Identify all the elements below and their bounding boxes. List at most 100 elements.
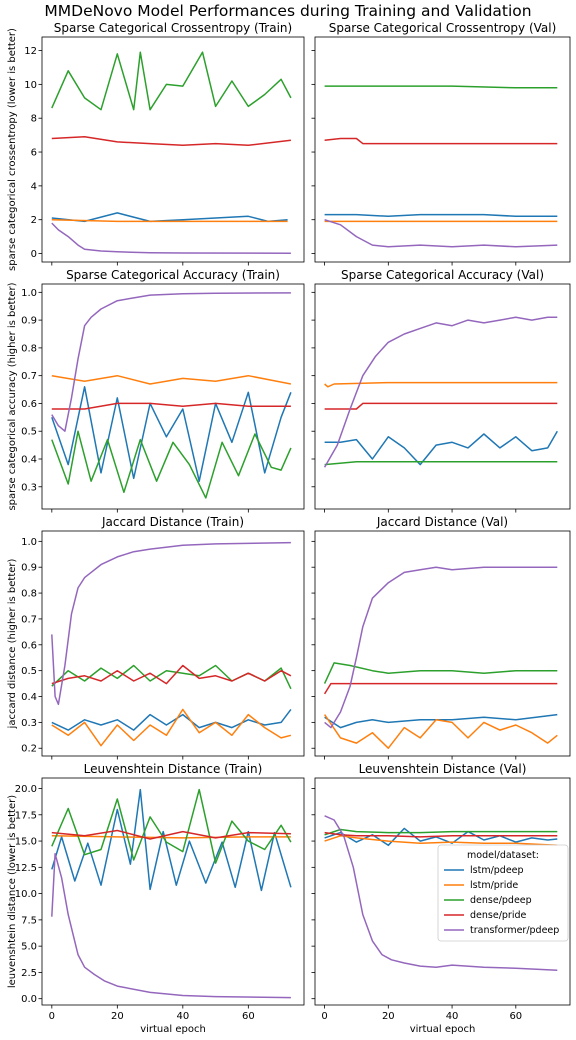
series-line-dense-pdeep	[324, 85, 558, 89]
y-tick-label: 10.0	[15, 889, 37, 900]
series-line-transformer-pdeep	[51, 541, 291, 706]
axes-frame	[314, 530, 571, 757]
y-tick-label: 0.9	[21, 563, 37, 574]
series-line-lstm-pride	[324, 381, 558, 388]
y-tick-label: 0.8	[21, 343, 37, 354]
series-line-lstm-pdeep	[51, 708, 292, 731]
x-tick-label: 40	[446, 1011, 459, 1022]
legend-entry-label: transformer/pdeep	[470, 925, 559, 936]
y-tick-label: 1.0	[21, 537, 37, 548]
y-tick-label: 10	[24, 80, 37, 91]
series-line-dense-pride	[324, 831, 558, 838]
y-tick-label: 2	[31, 215, 37, 226]
series-line-dense-pride	[324, 137, 558, 145]
series-line-lstm-pdeep	[324, 430, 558, 466]
subplot-title: Sparse Categorical Accuracy (Train)	[66, 268, 280, 282]
y-tick-label: 0	[31, 249, 37, 260]
legend-entry-label: lstm/pdeep	[470, 865, 524, 876]
x-tick-label: 20	[382, 1011, 395, 1022]
y-tick-label: 1.0	[21, 288, 37, 299]
axes-frame	[41, 36, 305, 263]
series-line-lstm-pdeep	[51, 212, 288, 223]
y-tick-label: 0.6	[21, 640, 37, 651]
series-line-lstm-pride	[324, 835, 558, 847]
x-axis-label: virtual epoch	[140, 1024, 206, 1035]
y-tick-label: 0.3	[21, 482, 37, 493]
series-line-lstm-pride	[51, 374, 292, 385]
y-tick-label: 7.5	[21, 915, 37, 926]
y-tick-label: 0.0	[21, 994, 37, 1005]
series-line-dense-pride	[51, 136, 291, 147]
series-line-transformer-pdeep	[324, 218, 558, 248]
y-axis-label: leuvenshtein distance (lower is better)	[7, 795, 18, 988]
series-line-lstm-pdeep	[324, 713, 558, 729]
series-line-dense-pdeep	[51, 788, 292, 864]
y-tick-label: 0.5	[21, 666, 37, 677]
y-tick-label: 0.2	[21, 744, 37, 755]
series-line-transformer-pdeep	[51, 852, 291, 999]
y-tick-label: 12.5	[15, 863, 37, 874]
series-line-dense-pdeep	[51, 430, 292, 499]
series-line-dense-pride	[51, 664, 292, 685]
y-tick-label: 0.7	[21, 614, 37, 625]
legend-entry-label: lstm/pride	[470, 880, 518, 891]
x-tick-label: 40	[176, 1011, 189, 1022]
subplot-6: Jaccard Distance (Val)	[311, 515, 571, 760]
y-tick-label: 17.5	[15, 810, 37, 821]
y-tick-label: 6	[31, 148, 37, 159]
axes-frame	[41, 530, 305, 757]
figure-title: MMDeNovo Model Performances during Train…	[44, 2, 531, 20]
series-line-dense-pdeep	[51, 51, 292, 111]
subplot-title: Jaccard Distance (Train)	[101, 515, 244, 529]
subplot-8: Leuvenshtein Distance (Val) 0 20 40 60 virtua…	[311, 762, 571, 1035]
x-tick-label: 0	[49, 1011, 55, 1022]
y-tick-label: 0.5	[21, 427, 37, 438]
axes-frame	[41, 777, 305, 1006]
y-tick-label: 12	[24, 46, 37, 57]
subplot-3: Sparse Categorical Accuracy (Train) 0.3 0.…	[7, 268, 305, 513]
y-tick-label: 0.3	[21, 718, 37, 729]
subplot-7: Leuvenshtein Distance (Train) 0 20 40 60 0.0 2…	[7, 762, 305, 1035]
y-tick-label: 0.8	[21, 589, 37, 600]
y-tick-label: 8	[31, 114, 37, 125]
series-line-transformer-pdeep	[324, 815, 558, 972]
series-line-dense-pdeep	[324, 828, 558, 836]
series-line-lstm-pdeep	[51, 386, 292, 482]
legend-box	[437, 844, 569, 942]
axes-frame	[314, 283, 571, 510]
series-line-lstm-pdeep	[51, 788, 292, 892]
series-line-dense-pride	[51, 829, 291, 840]
series-line-lstm-pride	[51, 708, 292, 747]
subplot-title: Sparse Categorical Crossentropy (Val)	[329, 21, 557, 35]
y-tick-label: 20.0	[15, 784, 37, 795]
y-axis-label: jaccard distance (higher is better)	[7, 558, 18, 729]
series-line-transformer-pdeep	[323, 316, 558, 468]
subplot-title: Sparse Categorical Accuracy (Val)	[341, 268, 544, 282]
subplot-title: Jaccard Distance (Val)	[376, 515, 508, 529]
axes-frame	[41, 283, 305, 510]
series-line-lstm-pride	[51, 835, 291, 839]
x-axis-label: virtual epoch	[410, 1024, 476, 1035]
y-tick-label: 2.5	[21, 968, 37, 979]
subplot-title: Leuvenshtein Distance (Val)	[359, 762, 527, 776]
subplot-title: Sparse Categorical Crossentropy (Train)	[54, 21, 292, 35]
y-tick-label: 0.4	[21, 692, 37, 703]
y-tick-label: 0.6	[21, 399, 37, 410]
series-line-lstm-pride	[51, 218, 288, 223]
y-axis-label: sparse categorical crossentropy (lower i…	[7, 28, 18, 271]
subplot-4: Sparse Categorical Accuracy (Val)	[311, 268, 571, 513]
x-tick-label: 60	[242, 1011, 255, 1022]
y-tick-label: 0.9	[21, 316, 37, 327]
subplot-1: Sparse Categorical Crossentropy (Train) 0…	[7, 21, 305, 271]
y-tick-label: 4	[31, 181, 37, 192]
y-tick-label: 0.7	[21, 371, 37, 382]
axes-frame	[314, 36, 571, 263]
series-line-dense-pride	[51, 402, 291, 410]
x-tick-label: 20	[111, 1011, 124, 1022]
series-line-dense-pdeep	[324, 461, 558, 466]
axes-frame	[314, 777, 571, 1006]
subplot-5: Jaccard Distance (Train) 0.2 0.3 0.4 0.5 0.6 0…	[7, 515, 305, 760]
y-tick-label: 0.4	[21, 455, 37, 466]
